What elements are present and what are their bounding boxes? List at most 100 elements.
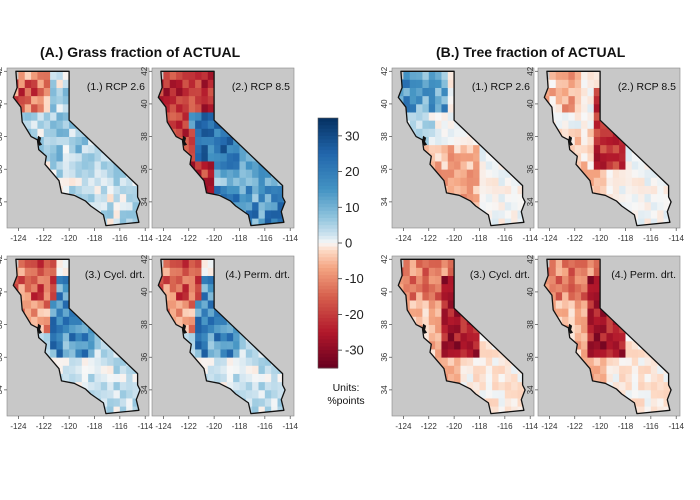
units-label: Units:	[332, 382, 360, 394]
grid-cell	[409, 300, 417, 309]
grid-cell	[43, 275, 51, 285]
grid-cell	[88, 373, 95, 383]
grid-cell	[37, 87, 45, 97]
grid-cell	[195, 128, 202, 137]
grid-cell	[233, 381, 240, 391]
colorbar-segment	[318, 203, 338, 208]
x-tick-label: -120	[206, 234, 223, 243]
grid-cell	[182, 112, 190, 121]
grid-cell	[43, 259, 51, 268]
grid-cell	[43, 128, 51, 137]
grid-cell	[169, 71, 177, 80]
grid-cell	[568, 79, 576, 88]
grid-cell	[188, 259, 196, 268]
grid-cell	[245, 398, 253, 407]
colorbar-segment	[318, 171, 338, 176]
grid-cell	[207, 144, 215, 154]
grid-cell	[126, 193, 133, 203]
map-panel: (2.) RCP 8.5-124 -122 -120 -118 -116 -1143436…	[526, 66, 684, 243]
x-tick-label: -122	[421, 422, 438, 431]
grid-cell	[511, 210, 518, 219]
grid-cell	[126, 389, 133, 399]
panel-label: (3.) Cycl. drt.	[85, 269, 145, 281]
grid-cell	[581, 283, 588, 293]
grid-cell	[31, 120, 38, 129]
grid-cell	[31, 300, 38, 309]
grid-cell	[428, 324, 436, 334]
grid-cell	[549, 103, 557, 113]
grid-cell	[43, 291, 51, 301]
grid-cell	[517, 185, 525, 195]
grid-cell	[447, 340, 455, 350]
grid-cell	[612, 373, 620, 383]
grid-cell	[56, 308, 64, 317]
grid-cell	[220, 324, 228, 334]
grid-cell	[587, 169, 595, 178]
grid-cell	[56, 152, 64, 162]
colorbar-segment	[318, 307, 338, 312]
grid-cell	[271, 389, 278, 399]
grid-cell	[182, 79, 190, 88]
grid-cell	[271, 406, 278, 414]
grid-cell	[220, 128, 228, 137]
grid-cell	[562, 259, 569, 268]
grid-cell	[568, 95, 576, 105]
grid-cell	[207, 373, 215, 383]
grid-cell	[195, 152, 202, 162]
grid-cell	[201, 87, 209, 97]
grid-cell	[657, 177, 664, 186]
x-tick-label: -120	[446, 422, 463, 431]
grid-cell	[126, 406, 133, 414]
panel-label: (1.) RCP 2.6	[87, 81, 145, 93]
grid-cell	[239, 365, 247, 374]
grid-cell	[62, 340, 70, 350]
grid-cell	[107, 169, 114, 178]
grid-cell	[169, 308, 177, 317]
grid-cell	[447, 275, 455, 285]
grid-cell	[428, 152, 436, 162]
grid-cell	[258, 218, 266, 226]
grid-cell	[593, 177, 601, 186]
grid-cell	[511, 185, 518, 195]
grid-cell	[485, 349, 493, 358]
grid-cell	[195, 291, 202, 301]
grid-cell	[466, 193, 474, 203]
y-tick-label: 40	[526, 99, 535, 108]
grid-cell	[50, 308, 57, 317]
grid-cell	[233, 357, 240, 366]
grid-cell	[195, 275, 202, 285]
grid-cell	[441, 349, 449, 358]
grid-cell	[428, 283, 436, 293]
y-tick-label: 42	[140, 66, 149, 75]
grid-cell	[56, 349, 64, 358]
colorbar-segment	[318, 246, 338, 251]
grid-cell	[207, 316, 215, 325]
grid-cell	[226, 161, 234, 170]
grid-cell	[600, 316, 607, 325]
x-tick-label: -114	[522, 234, 538, 243]
grid-cell	[188, 95, 196, 105]
x-tick-label: -120	[592, 422, 609, 431]
grid-cell	[188, 152, 196, 162]
grid-cell	[638, 169, 645, 178]
grid-cell	[94, 201, 102, 211]
grid-cell	[435, 267, 442, 276]
grid-cell	[126, 185, 133, 195]
grid-cell	[163, 71, 171, 80]
grid-cell	[113, 381, 121, 391]
grid-cell	[252, 177, 259, 186]
grid-cell	[638, 406, 645, 414]
grid-cell	[69, 340, 76, 350]
bay-outline	[568, 135, 574, 146]
grid-cell	[587, 308, 595, 317]
x-tick-label: -124	[395, 422, 412, 431]
grid-cell	[416, 316, 423, 325]
grid-cell	[188, 275, 196, 285]
grid-cell	[252, 201, 259, 211]
colorbar-segment	[318, 221, 338, 226]
grid-cell	[581, 324, 588, 334]
grid-cell	[226, 324, 234, 334]
grid-cell	[593, 185, 601, 195]
grid-cell	[195, 300, 202, 309]
grid-cell	[258, 373, 266, 383]
